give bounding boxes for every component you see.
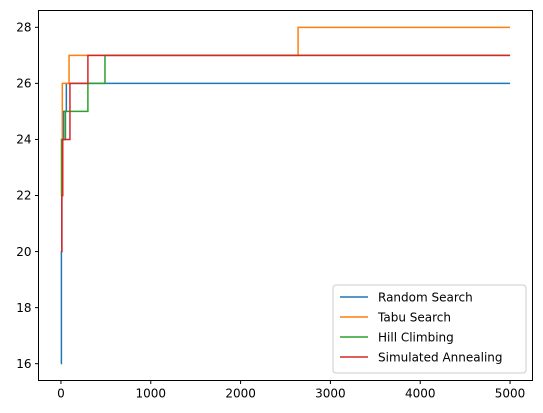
y-tick-label: 20 (16, 245, 31, 259)
series-layer (60, 26, 511, 365)
series-line-simulated-annealing (60, 54, 511, 253)
legend: Random Search Tabu Search Hill Climbing Sim… (332, 284, 527, 374)
y-axis: 16 18 20 22 24 26 28 (16, 21, 39, 371)
legend-label: Hill Climbing (378, 330, 454, 344)
y-tick-label: 22 (16, 189, 31, 203)
y-tick-label: 16 (16, 357, 31, 371)
x-tick-label: 3000 (315, 387, 346, 401)
x-tick-label: 2000 (225, 387, 256, 401)
x-axis: 0 1000 2000 3000 4000 5000 (57, 380, 526, 401)
y-tick-label: 18 (16, 301, 31, 315)
x-tick-label: 5000 (495, 387, 526, 401)
legend-label: Tabu Search (377, 310, 451, 324)
y-tick-label: 24 (16, 133, 31, 147)
legend-label: Simulated Annealing (378, 350, 503, 364)
x-tick-label: 0 (57, 387, 65, 401)
x-tick-label: 1000 (135, 387, 166, 401)
y-tick-label: 28 (16, 21, 31, 35)
y-tick-label: 26 (16, 77, 31, 91)
x-tick-label: 4000 (405, 387, 436, 401)
legend-label: Random Search (378, 290, 473, 304)
series-line-hill-climbing (60, 54, 511, 197)
series-line-tabu-search (60, 26, 511, 197)
legend-box (332, 284, 527, 374)
